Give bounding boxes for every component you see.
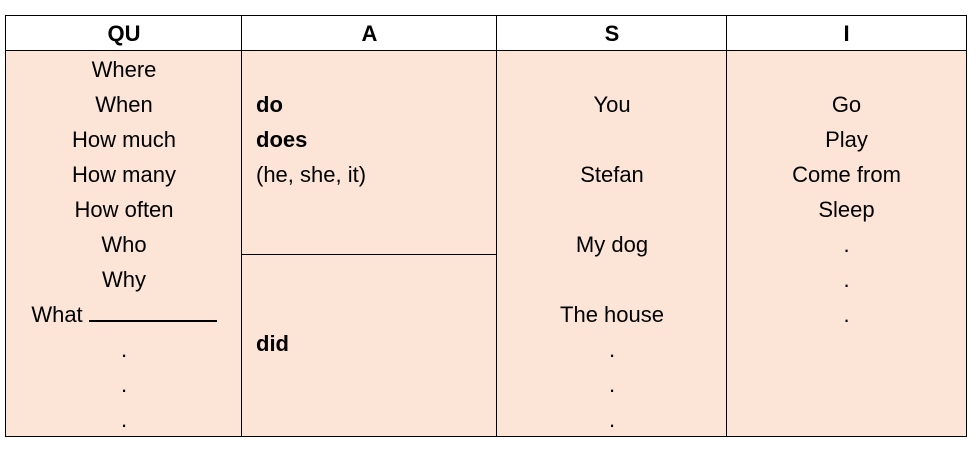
- s-item: You: [593, 92, 631, 117]
- grammar-table: QU A S I Where When How much How many Ho…: [5, 15, 967, 437]
- qu-item: .: [120, 407, 128, 432]
- s-item: .: [608, 372, 616, 397]
- column-s: You Stefan My dog The house . . .: [497, 51, 727, 436]
- qu-item: How often: [74, 197, 174, 222]
- qu-item: How much: [72, 127, 176, 152]
- a-item: do: [256, 92, 283, 117]
- i-item: .: [843, 232, 850, 257]
- column-qu: Where When How much How many How often W…: [6, 51, 242, 436]
- i-item: Come from: [792, 162, 901, 187]
- qu-item: .: [120, 337, 128, 362]
- header-s: S: [497, 16, 727, 51]
- i-item: .: [843, 302, 850, 327]
- qu-item-what: What: [6, 297, 242, 332]
- qu-item: How many: [72, 162, 176, 187]
- qu-item: Who: [101, 232, 147, 257]
- column-i: Go Play Come from Sleep . . .: [727, 51, 966, 436]
- a-item: does: [256, 127, 308, 152]
- qu-item: Where: [91, 57, 157, 82]
- s-item: .: [608, 407, 616, 432]
- i-item: Play: [825, 127, 868, 152]
- a-item: (he, she, it): [256, 162, 367, 187]
- a-divider: [242, 254, 497, 255]
- s-item: Stefan: [580, 162, 644, 187]
- s-item: My dog: [575, 232, 649, 257]
- qu-what-label: What: [31, 302, 83, 327]
- header-qu: QU: [6, 16, 242, 51]
- i-item: Go: [831, 92, 862, 117]
- i-item: .: [843, 267, 850, 292]
- column-a: do does (he, she, it) did: [242, 51, 497, 436]
- a-item-did: did: [256, 331, 289, 356]
- blank-line: [88, 302, 217, 322]
- i-item: Sleep: [818, 197, 875, 222]
- qu-item: When: [95, 92, 153, 117]
- header-i: I: [727, 16, 966, 51]
- column-divider: [496, 16, 497, 436]
- qu-item: Why: [102, 267, 146, 292]
- column-divider: [241, 16, 242, 436]
- column-divider: [726, 16, 727, 436]
- header-a: A: [242, 16, 497, 51]
- qu-item: .: [120, 372, 128, 397]
- s-item: .: [608, 337, 616, 362]
- s-item: The house: [560, 302, 664, 327]
